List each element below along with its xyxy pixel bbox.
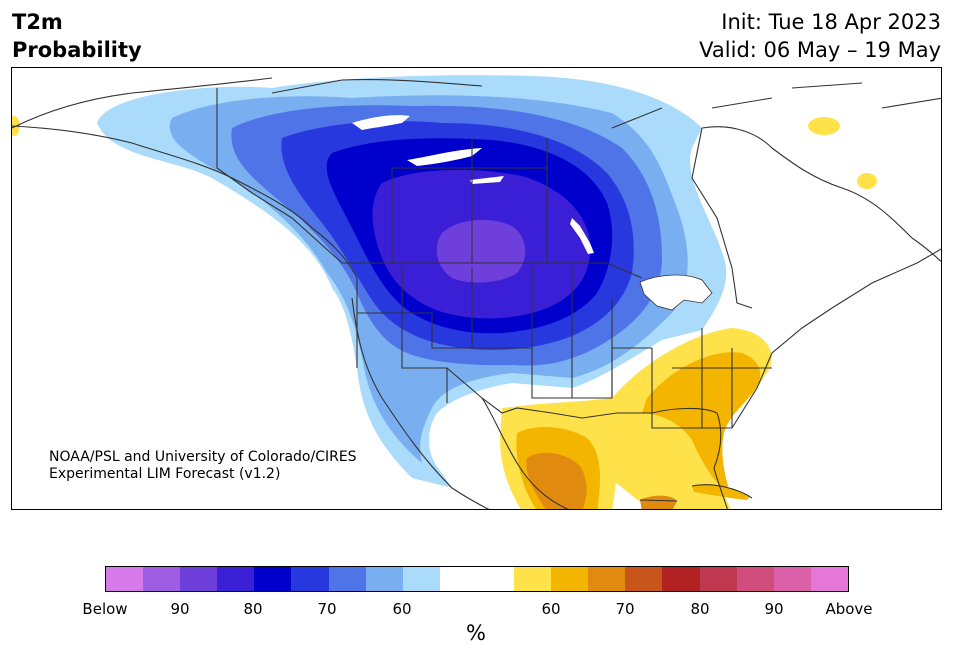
colorbar-segment bbox=[810, 567, 848, 591]
colorbar-tick-label: 90 bbox=[170, 600, 190, 618]
valid-range: Valid: 06 May – 19 May bbox=[699, 38, 941, 62]
great-lakes bbox=[639, 274, 713, 311]
colorbar bbox=[105, 566, 849, 592]
colorbar-segment bbox=[217, 567, 255, 591]
colorbar-tick-label: 80 bbox=[243, 600, 263, 618]
great-bear-lake bbox=[352, 115, 410, 130]
colorbar-tick-label: 70 bbox=[615, 600, 635, 618]
credit-line-1: NOAA/PSL and University of Colorado/CIRE… bbox=[49, 449, 357, 465]
lake-winnipeg bbox=[570, 218, 594, 254]
borders bbox=[12, 77, 941, 509]
colorbar-tick-label: 60 bbox=[392, 600, 412, 618]
colorbar-tick-label: 90 bbox=[764, 600, 784, 618]
warm-60-caribbean bbox=[640, 495, 677, 509]
warm-60-greenland bbox=[808, 117, 840, 135]
colorbar-segment bbox=[551, 567, 589, 591]
colorbar-tick-label: 80 bbox=[690, 600, 710, 618]
colorbar-segment bbox=[254, 567, 292, 591]
colorbar-segment bbox=[106, 567, 144, 591]
colorbar-segment bbox=[439, 567, 515, 591]
map-svg bbox=[12, 75, 941, 509]
colorbar-tick-label: Below bbox=[82, 600, 128, 618]
colorbar-segment bbox=[625, 567, 663, 591]
colorbar-segment bbox=[736, 567, 774, 591]
forecast-dates: Init: Tue 18 Apr 2023 Valid: 06 May – 19… bbox=[699, 8, 941, 64]
init-date: Init: Tue 18 Apr 2023 bbox=[721, 10, 941, 34]
colorbar-segment bbox=[180, 567, 218, 591]
colorbar-segment bbox=[773, 567, 811, 591]
title-line-variable: T2m bbox=[12, 10, 63, 34]
colorbar-unit: % bbox=[466, 621, 486, 645]
colorbar-segment bbox=[514, 567, 552, 591]
colorbar-segment bbox=[402, 567, 440, 591]
colorbar-tick-label: Above bbox=[825, 600, 873, 618]
colorbar-segment bbox=[143, 567, 181, 591]
warm-60-cuba bbox=[692, 484, 750, 500]
forecast-map bbox=[11, 67, 942, 510]
colorbar-segment bbox=[365, 567, 403, 591]
title-line-probability: Probability bbox=[12, 38, 142, 62]
map-title: T2m Probability bbox=[12, 8, 142, 64]
great-slave-lake bbox=[407, 148, 482, 166]
credit-text: NOAA/PSL and University of Colorado/CIRE… bbox=[49, 449, 357, 483]
colorbar-segment bbox=[662, 567, 700, 591]
credit-line-2: Experimental LIM Forecast (v1.2) bbox=[49, 466, 281, 482]
cold-95-region bbox=[436, 219, 526, 283]
colorbar-segment bbox=[588, 567, 626, 591]
colorbar-segment bbox=[699, 567, 737, 591]
colorbar-tick-label: 70 bbox=[317, 600, 337, 618]
warm-70-region bbox=[642, 352, 761, 493]
warm-60-labrador bbox=[857, 173, 877, 189]
colorbar-segment bbox=[291, 567, 329, 591]
warm-80-region bbox=[526, 452, 587, 509]
lake-athabasca bbox=[470, 176, 504, 184]
colorbar-tick-label: 60 bbox=[541, 600, 561, 618]
colorbar-segment bbox=[328, 567, 366, 591]
